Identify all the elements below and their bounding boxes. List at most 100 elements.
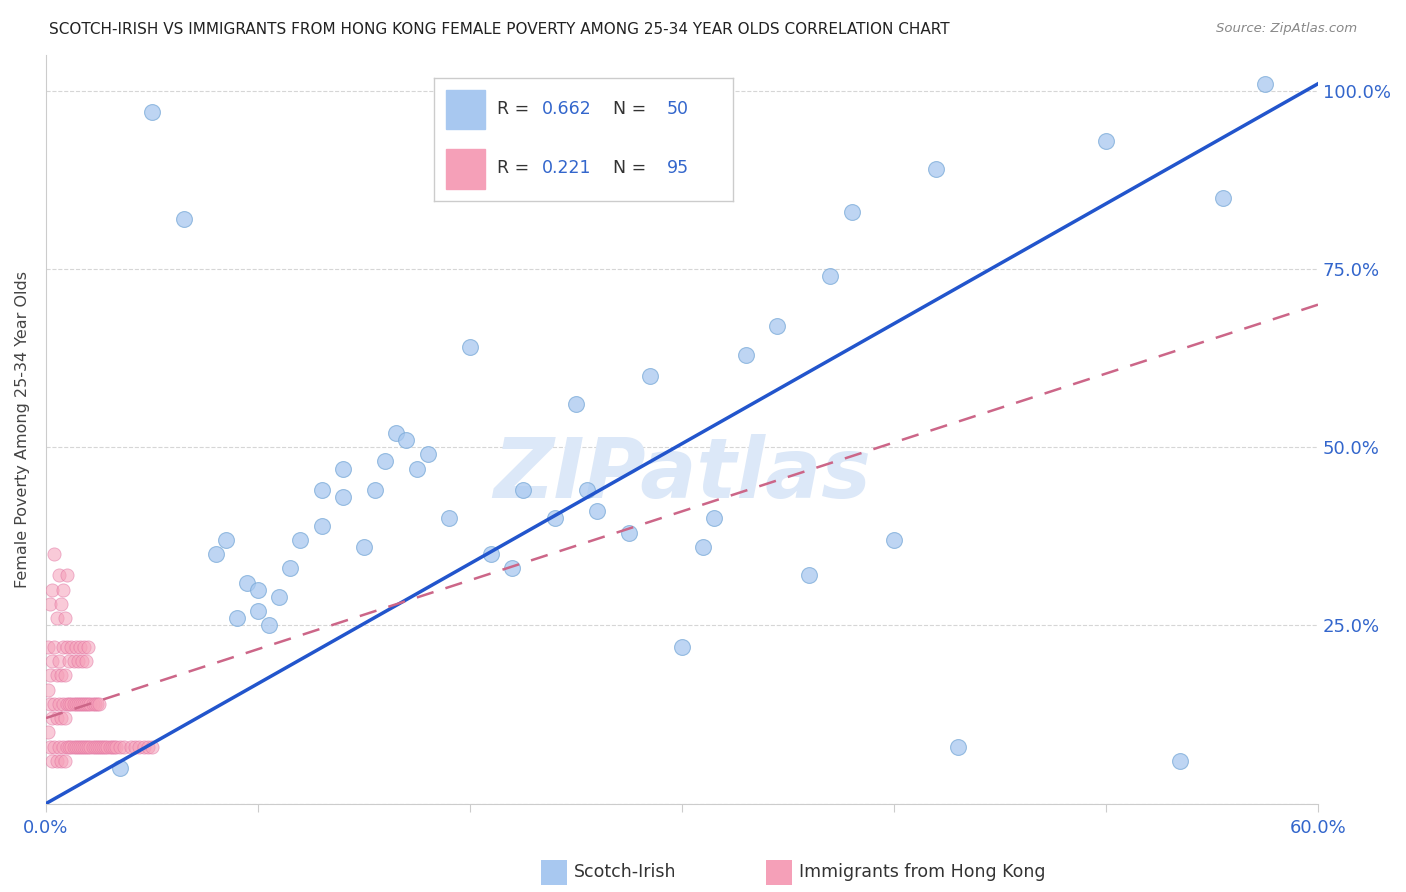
Point	[363, 483, 385, 497]
Point	[41, 582, 63, 597]
Point	[269, 590, 291, 604]
Point	[141, 739, 163, 754]
Point	[311, 518, 333, 533]
Point	[41, 754, 63, 768]
Point	[53, 668, 76, 682]
Point	[65, 739, 87, 754]
Point	[96, 739, 118, 754]
Point	[62, 654, 84, 668]
Point	[290, 533, 312, 547]
Point	[1095, 134, 1118, 148]
Point	[141, 105, 163, 120]
Point	[204, 547, 226, 561]
Point	[60, 739, 83, 754]
Point	[52, 697, 75, 711]
Point	[257, 618, 280, 632]
Point	[108, 761, 131, 775]
Point	[37, 640, 59, 654]
Point	[60, 697, 83, 711]
Point	[925, 162, 948, 177]
Point	[58, 739, 80, 754]
Point	[83, 697, 105, 711]
Point	[39, 697, 62, 711]
Point	[103, 739, 125, 754]
Point	[124, 739, 146, 754]
Point	[39, 668, 62, 682]
Point	[437, 511, 460, 525]
Point	[671, 640, 693, 654]
Point	[278, 561, 301, 575]
Point	[766, 318, 789, 333]
Point	[479, 547, 502, 561]
Point	[512, 483, 534, 497]
Point	[332, 490, 354, 504]
Point	[100, 739, 122, 754]
Point	[75, 739, 97, 754]
Point	[395, 433, 418, 447]
Point	[56, 568, 79, 582]
Point	[692, 540, 714, 554]
Point	[65, 697, 87, 711]
Point	[39, 597, 62, 611]
Point	[79, 697, 101, 711]
Point	[56, 640, 79, 654]
Point	[45, 611, 67, 625]
Point	[86, 739, 108, 754]
Point	[45, 711, 67, 725]
Point	[53, 611, 76, 625]
Point	[66, 739, 89, 754]
Point	[69, 697, 91, 711]
Text: ZIPatlas: ZIPatlas	[494, 434, 870, 515]
Point	[75, 654, 97, 668]
Point	[353, 540, 375, 554]
Point	[416, 447, 439, 461]
Point	[77, 739, 100, 754]
Point	[112, 739, 135, 754]
Point	[86, 697, 108, 711]
Point	[82, 739, 104, 754]
Point	[94, 739, 117, 754]
Text: Immigrants from Hong Kong: Immigrants from Hong Kong	[799, 863, 1045, 881]
Point	[75, 697, 97, 711]
Point	[79, 739, 101, 754]
Point	[820, 269, 842, 284]
Point	[236, 575, 259, 590]
Point	[173, 212, 195, 227]
Point	[62, 697, 84, 711]
Point	[58, 654, 80, 668]
Point	[44, 739, 66, 754]
Point	[44, 640, 66, 654]
Point	[374, 454, 396, 468]
Point	[91, 739, 114, 754]
Point	[45, 668, 67, 682]
Point	[49, 754, 72, 768]
Point	[501, 561, 523, 575]
Point	[703, 511, 725, 525]
Point	[70, 739, 93, 754]
Point	[66, 654, 89, 668]
Point	[136, 739, 159, 754]
Point	[58, 697, 80, 711]
Point	[70, 654, 93, 668]
Point	[77, 640, 100, 654]
Point	[638, 368, 661, 383]
Point	[49, 597, 72, 611]
Point	[73, 739, 96, 754]
Point	[87, 697, 110, 711]
Point	[60, 640, 83, 654]
Point	[82, 697, 104, 711]
Point	[39, 739, 62, 754]
Y-axis label: Female Poverty Among 25-34 Year Olds: Female Poverty Among 25-34 Year Olds	[15, 271, 30, 588]
Point	[385, 425, 408, 440]
Point	[132, 739, 155, 754]
Point	[44, 547, 66, 561]
Point	[49, 668, 72, 682]
Point	[575, 483, 598, 497]
Point	[1168, 754, 1191, 768]
Point	[215, 533, 238, 547]
Point	[586, 504, 609, 518]
Point	[225, 611, 247, 625]
Point	[70, 697, 93, 711]
Text: Scotch-Irish: Scotch-Irish	[574, 863, 676, 881]
Point	[120, 739, 142, 754]
